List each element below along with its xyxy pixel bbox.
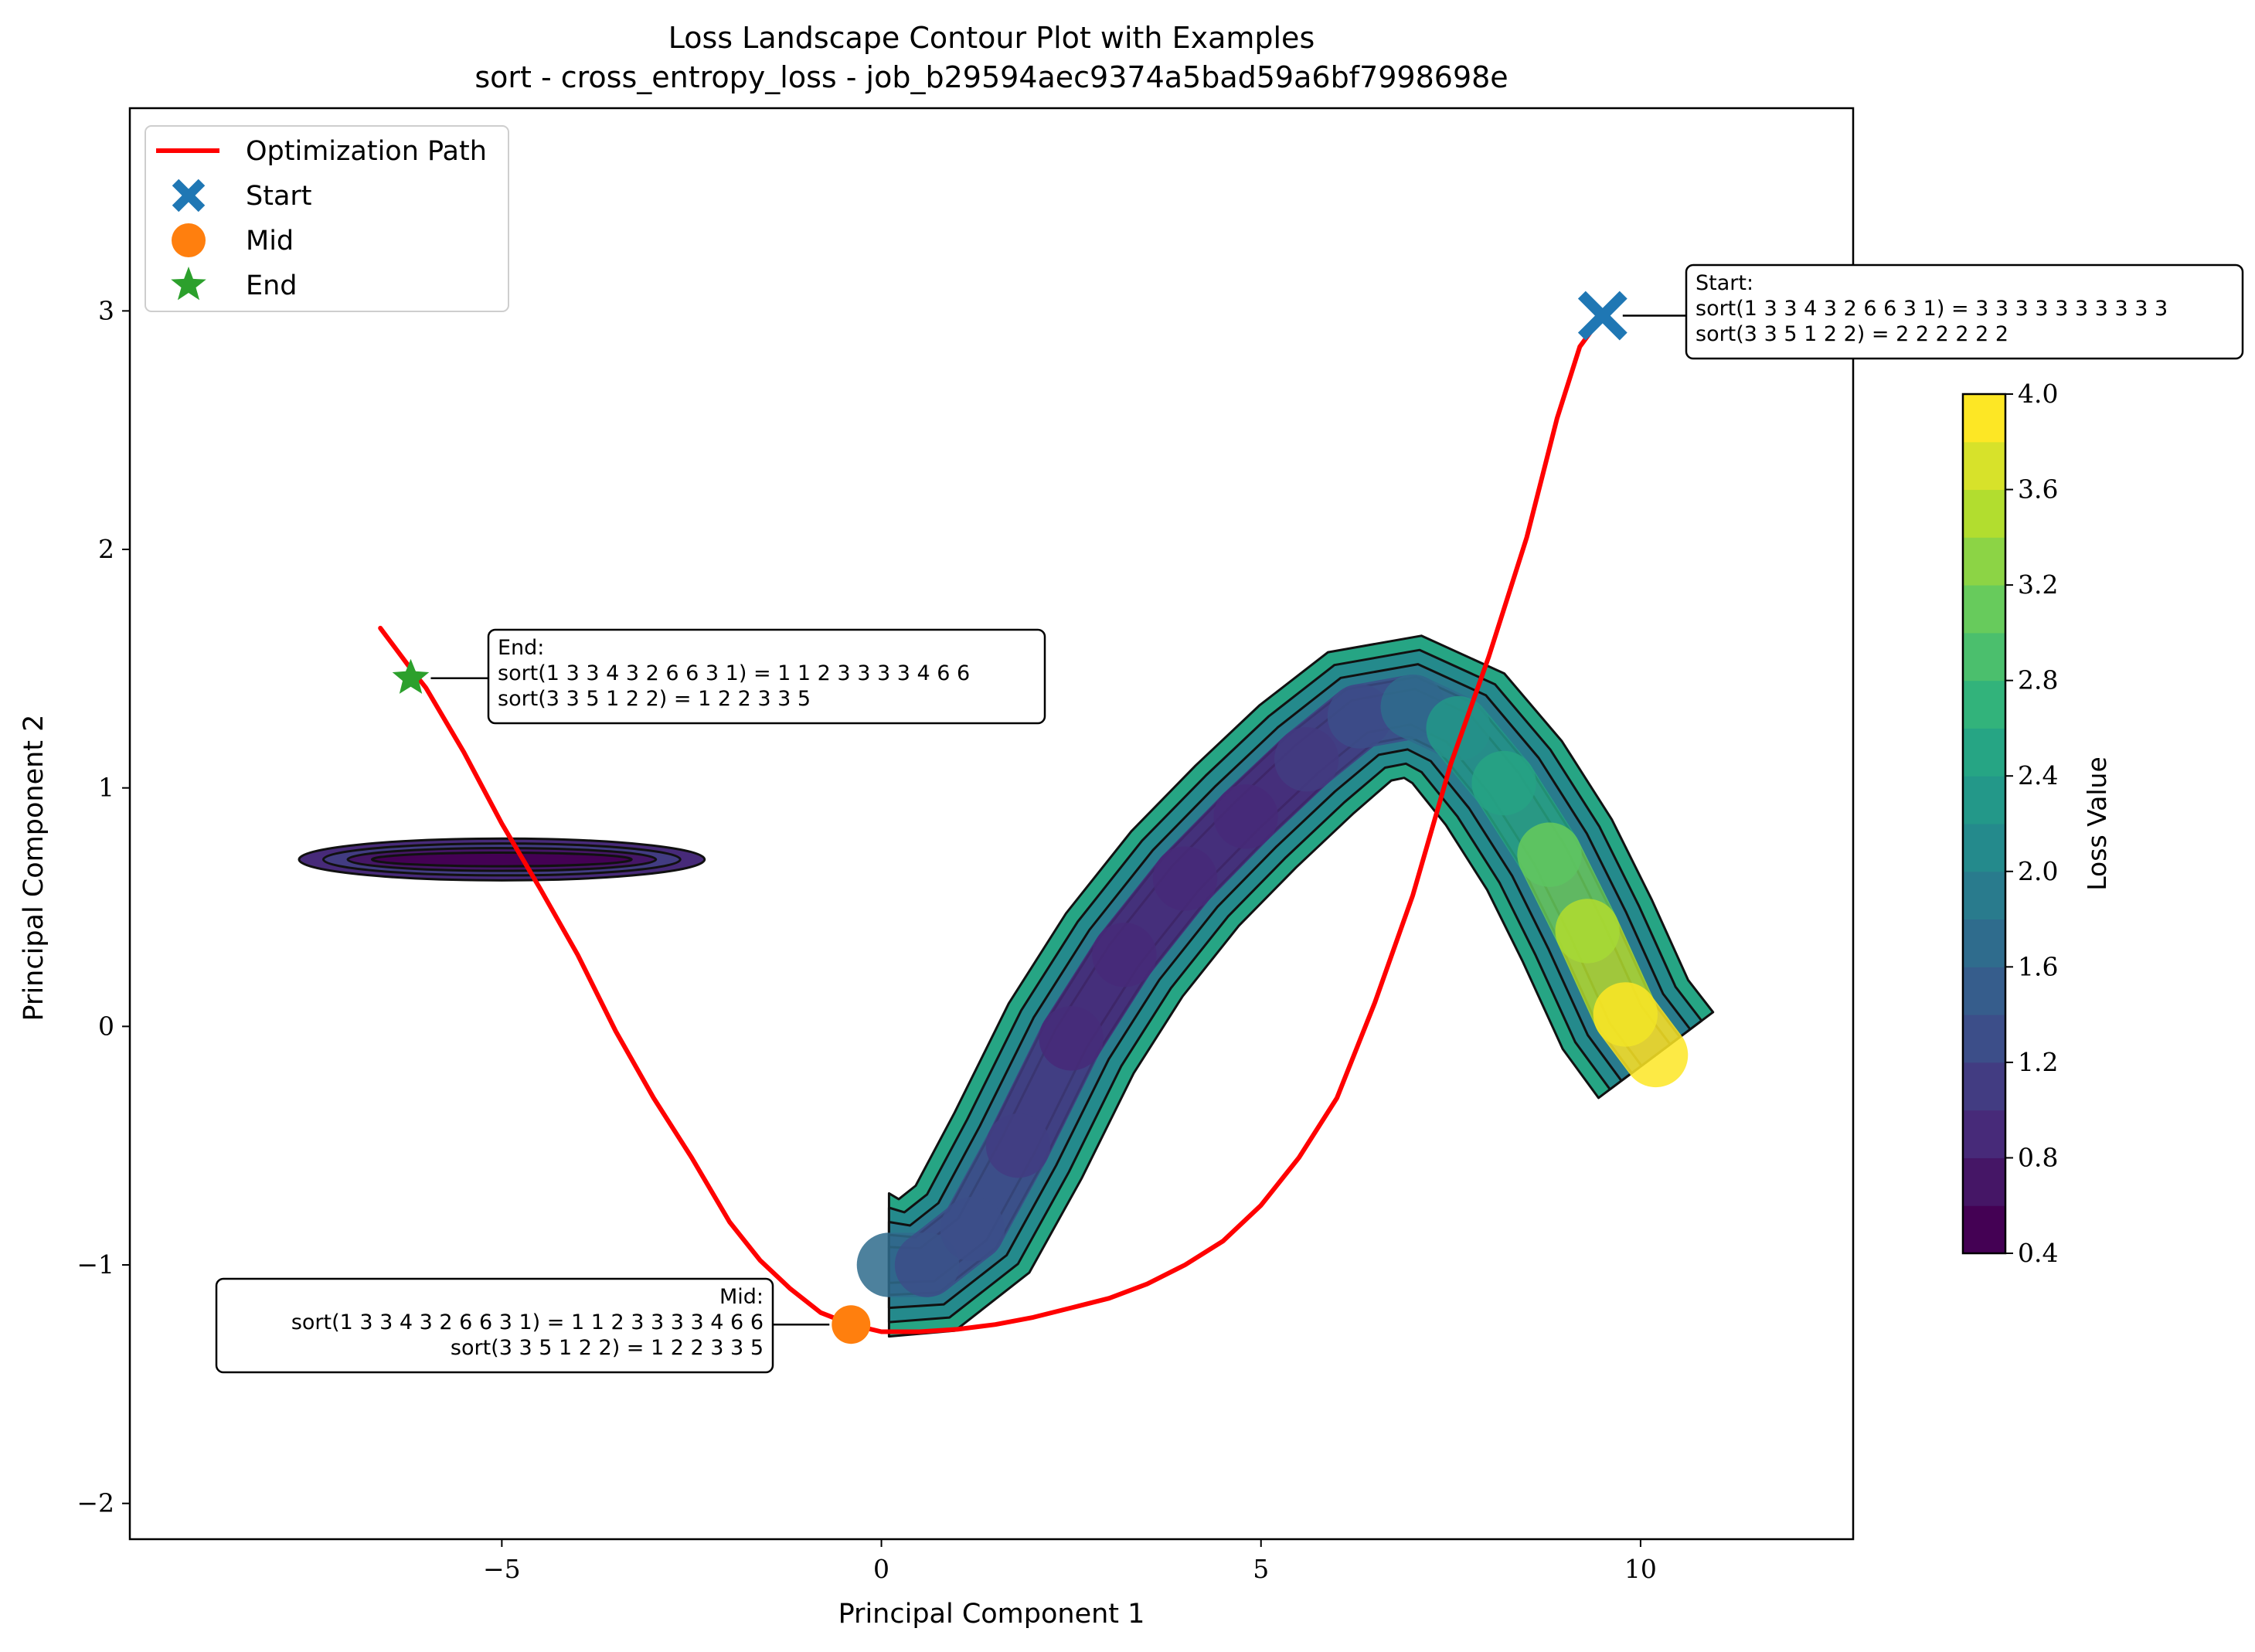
colorbar-band (1963, 585, 2005, 634)
y-tick-label: 2 (98, 534, 114, 564)
x-tick-label: −5 (483, 1554, 521, 1584)
start-marker (1577, 291, 1627, 341)
mid-annotation-box (215, 1277, 774, 1374)
legend-x-swatch (172, 178, 206, 212)
end-annotation-line: sort(3 3 5 1 2 2) = 1 2 2 3 3 5 (498, 687, 811, 711)
colorbar-tick-label: 0.8 (2018, 1142, 2058, 1172)
colorbar-band (1963, 1157, 2005, 1206)
colorbar-tick-label: 1.6 (2018, 951, 2058, 981)
y-tick-label: 0 (98, 1011, 114, 1041)
axes-frame (128, 107, 1855, 1541)
start-marker-stroke (1577, 291, 1627, 341)
colorbar-band (1963, 1110, 2005, 1158)
colorbar-tick-label: 2.4 (2018, 760, 2058, 790)
colorbar-frame (1961, 393, 2007, 1255)
y-axis-label: Principal Component 2 (19, 715, 49, 1021)
y-tick-label: 3 (98, 295, 114, 325)
colorbar-tick-label: 2.0 (2018, 856, 2058, 886)
legend-label: Start (246, 181, 312, 212)
end-annotation-line: sort(1 3 3 4 3 2 6 6 3 1) = 1 1 2 3 3 3 … (498, 661, 970, 685)
colorbar-band (1963, 537, 2005, 586)
main-valley-contour (887, 663, 1692, 1310)
chart-title: Loss Landscape Contour Plot with Example… (668, 21, 1315, 55)
colorbar-tick-label: 1.2 (2018, 1047, 2058, 1077)
x-tick-label: 5 (1253, 1554, 1269, 1584)
start-annotation-line: Start: (1696, 271, 1753, 295)
annotations: Start:sort(1 3 3 4 3 2 6 6 3 1) = 3 3 3 … (215, 263, 2244, 1374)
start-annotation: Start:sort(1 3 3 4 3 2 6 6 3 1) = 3 3 3 … (1622, 263, 2244, 360)
mid-annotation-line: sort(3 3 5 1 2 2) = 1 2 2 3 3 5 (451, 1336, 764, 1360)
chart-subtitle: sort - cross_entropy_loss - job_b29594ae… (474, 60, 1508, 94)
start-annotation-line: sort(1 3 3 4 3 2 6 6 3 1) = 3 3 3 3 3 3 … (1696, 297, 2168, 321)
colorbar-band (1963, 1015, 2005, 1063)
mid-marker (832, 1305, 871, 1344)
colorbar: 0.4 0.8 1.2 1.6 2.0 2.4 2.8 3.2 3.6 4.0 Loss Value (1961, 379, 2112, 1268)
valley-segment (1593, 982, 1689, 1088)
legend-circle-swatch (172, 223, 206, 257)
end-annotation-line: End: (498, 636, 544, 660)
mid-annotation: Mid:sort(1 3 3 4 3 2 6 6 3 1) = 1 1 2 3 … (215, 1277, 830, 1374)
colorbar-tick-label: 0.4 (2018, 1238, 2058, 1268)
colorbar-tick-label: 2.8 (2018, 665, 2058, 695)
colorbar-band (1963, 919, 2005, 967)
legend-label: End (246, 270, 298, 301)
colorbar-label: Loss Value (2082, 756, 2112, 891)
left-strip-contour (370, 851, 633, 868)
start-annotation-box (1685, 263, 2244, 360)
colorbar-band (1963, 728, 2005, 777)
colorbar-band (1963, 1205, 2005, 1254)
end-annotation: End:sort(1 3 3 4 3 2 6 6 3 1) = 1 1 2 3 … (430, 628, 1046, 725)
colorbar-tick-label: 4.0 (2018, 379, 2058, 409)
colorbar-band (1963, 489, 2005, 538)
colorbar-band (1963, 680, 2005, 729)
y-tick-label: 1 (98, 773, 114, 803)
end-annotation-box (487, 628, 1046, 725)
x-tick-label: 0 (873, 1554, 889, 1584)
colorbar-band (1963, 871, 2005, 920)
y-tick-label: −2 (77, 1488, 114, 1518)
colorbar-tick-label: 3.6 (2018, 474, 2058, 505)
colorbar-tick-label: 3.2 (2018, 569, 2058, 600)
legend-label: Optimization Path (246, 136, 487, 167)
optimization-path (378, 313, 1605, 1334)
y-tick-label: −1 (77, 1249, 114, 1280)
legend: Optimization Path Start Mid End (145, 125, 509, 312)
colorbar-band (1963, 441, 2005, 491)
legend-box (145, 125, 509, 312)
colorbar-band (1963, 824, 2005, 872)
mid-annotation-line: sort(1 3 3 4 3 2 6 6 3 1) = 1 1 2 3 3 3 … (291, 1310, 764, 1334)
x-tick-label: 10 (1624, 1554, 1657, 1584)
end-marker (392, 658, 430, 694)
colorbar-band (1963, 394, 2005, 443)
colorbar-band (1963, 1062, 2005, 1111)
contour-regions (298, 313, 1715, 1338)
start-annotation-line: sort(3 3 5 1 2 2) = 2 2 2 2 2 2 (1696, 322, 2008, 346)
colorbar-band (1963, 632, 2005, 682)
plot-area: −5 0 5 10 −2 −1 0 1 2 3 (77, 107, 1855, 1584)
x-axis-label: Principal Component 1 (838, 1599, 1145, 1630)
legend-label: Mid (246, 226, 294, 257)
mid-annotation-line: Mid: (719, 1285, 764, 1309)
legend-star-swatch (171, 267, 206, 301)
colorbar-band (1963, 776, 2005, 824)
colorbar-band (1963, 967, 2005, 1015)
